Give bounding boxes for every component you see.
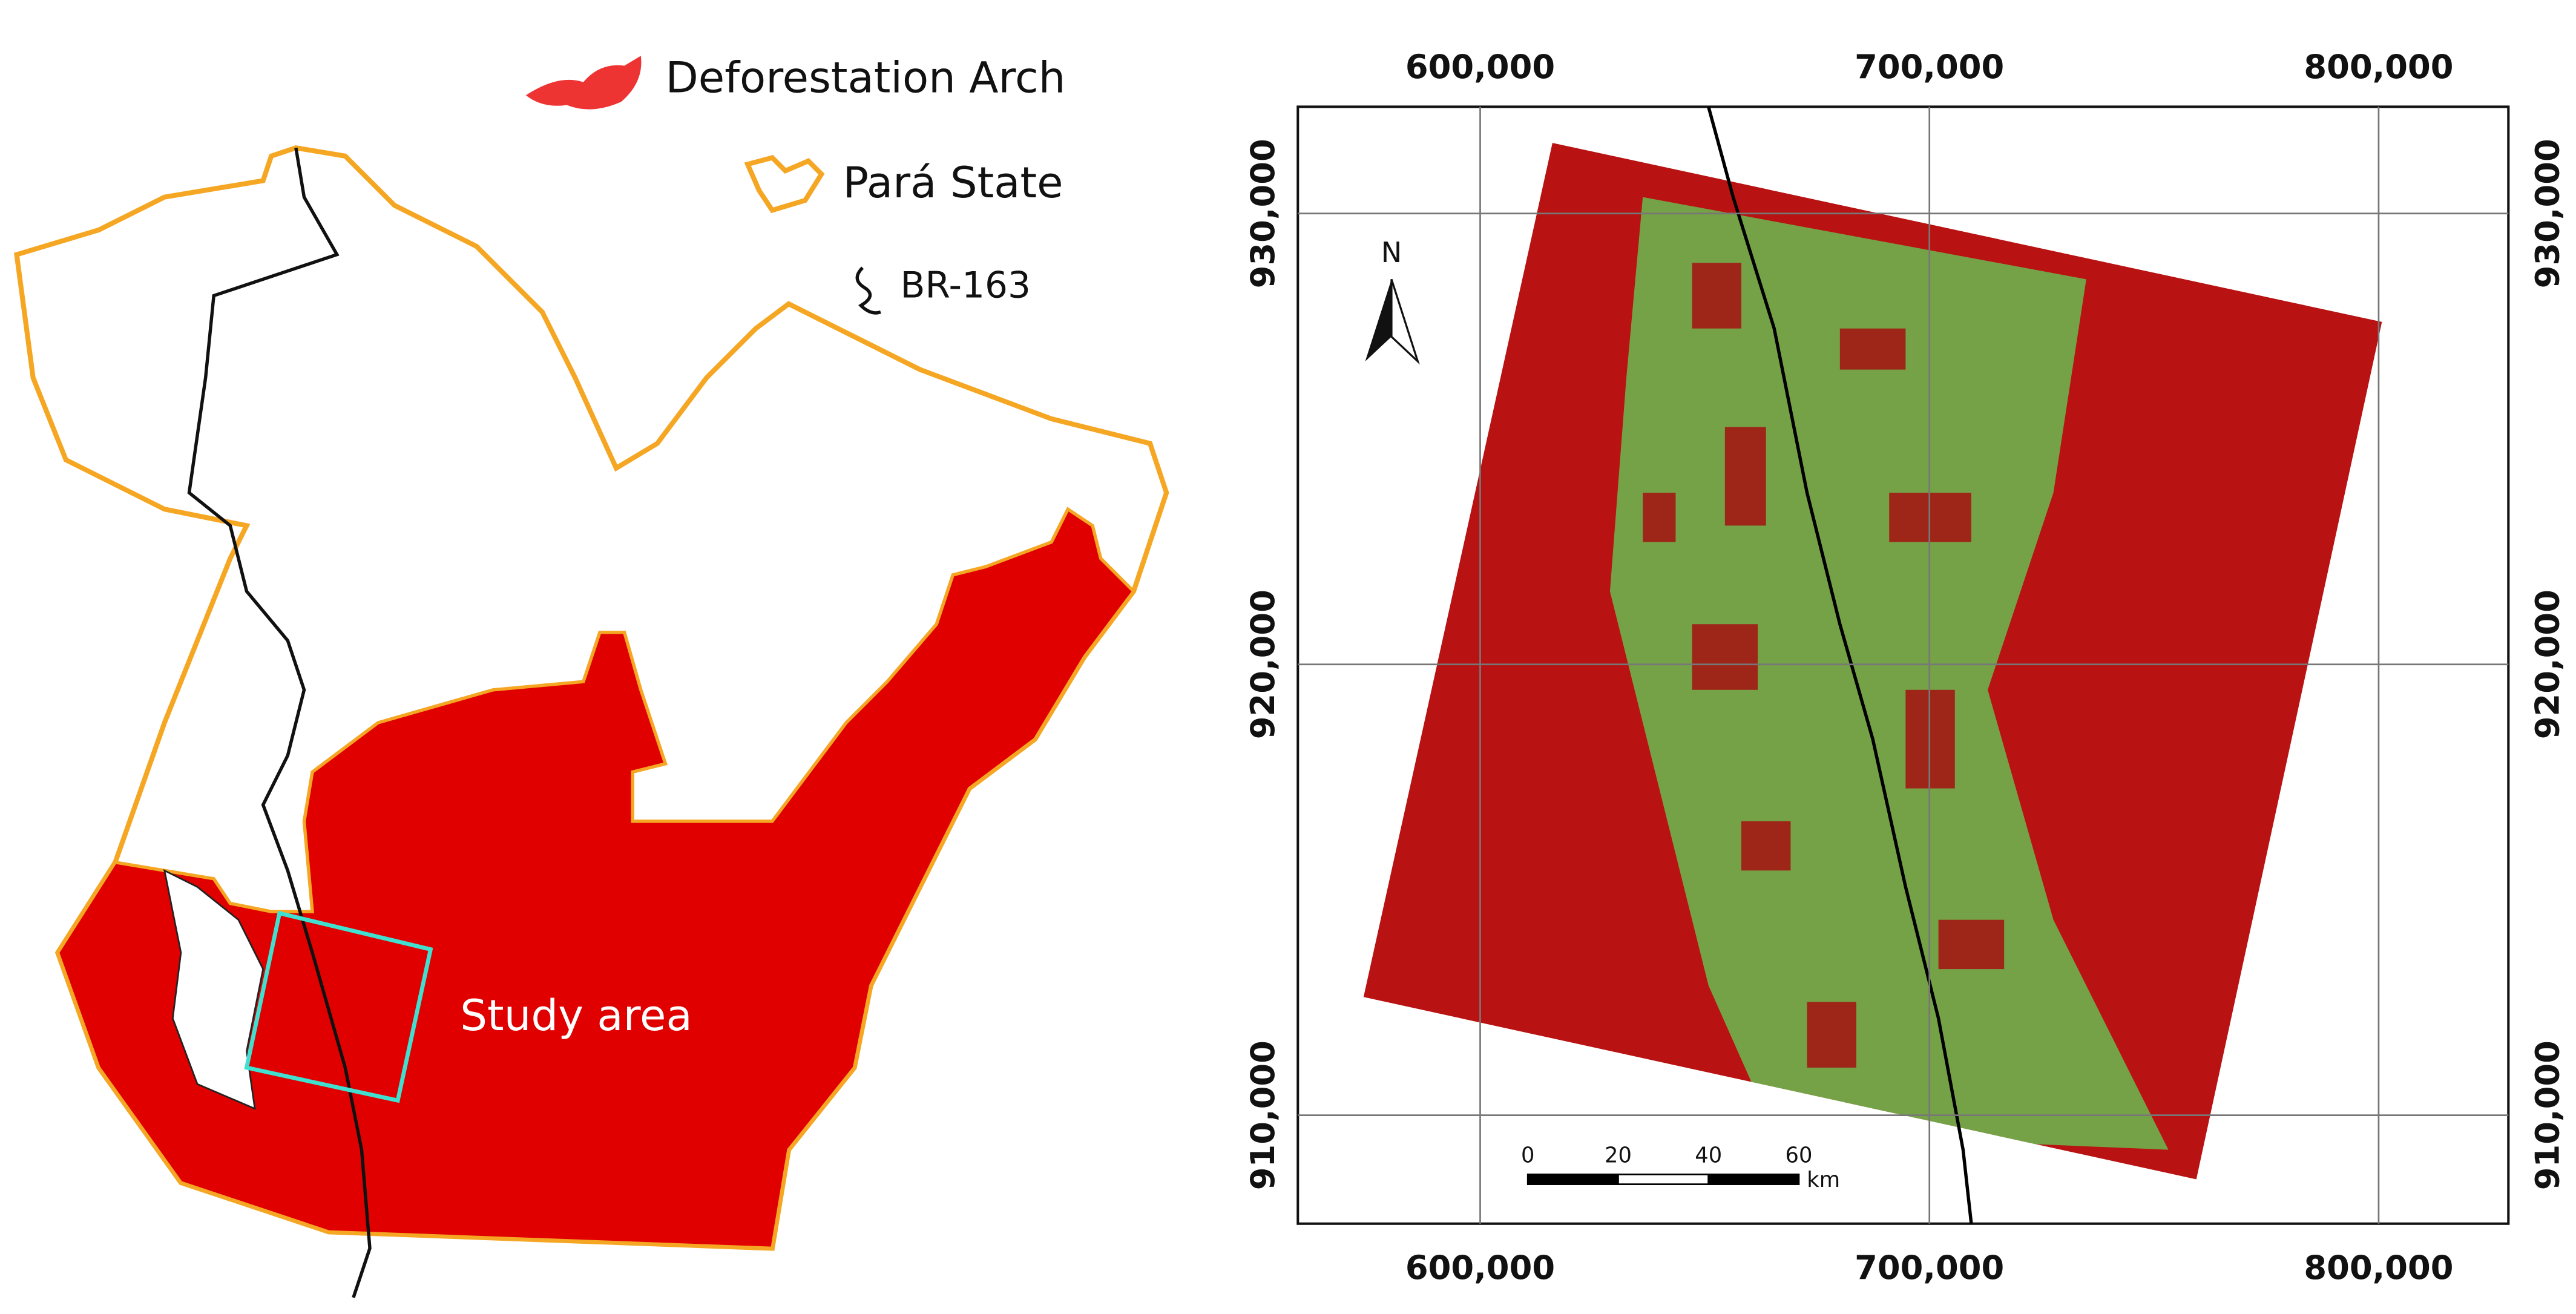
graticule: 600,000 600,000 700,000 700,000 800,000 800,0… xyxy=(1244,48,2566,1287)
y-tick-label: 920,000 xyxy=(1244,590,1282,739)
x-tick-label: 800,000 xyxy=(2304,1249,2453,1287)
north-label: N xyxy=(1381,236,1402,269)
forest-patches xyxy=(1643,263,2005,1068)
notch xyxy=(163,869,264,1110)
right-map: 600,000 600,000 700,000 700,000 800,000 800,0… xyxy=(1244,48,2566,1287)
study-area-box xyxy=(244,910,433,1103)
scale-segment xyxy=(1526,1173,1619,1185)
y-tick-label: 920,000 xyxy=(2528,590,2566,739)
legend-state-icon xyxy=(744,154,825,214)
y-tick-label: 930,000 xyxy=(1244,139,1282,288)
north-arrow: N xyxy=(1365,236,1420,365)
scale-unit: km xyxy=(1807,1168,1840,1192)
br-163 xyxy=(187,147,372,1298)
scale-label: 0 xyxy=(1521,1143,1534,1168)
scale-segment xyxy=(1707,1173,1800,1185)
y-tick-label: 910,000 xyxy=(1244,1040,1282,1190)
x-tick-label: 800,000 xyxy=(2304,48,2453,86)
scale-segment xyxy=(1617,1173,1710,1185)
x-tick-label: 600,000 xyxy=(1405,48,1555,86)
scale-label: 20 xyxy=(1605,1143,1632,1168)
y-tick-label: 910,000 xyxy=(2528,1040,2566,1190)
left-map: Study area Deforestation Arch Pará State… xyxy=(14,53,1169,1298)
scale-label: 40 xyxy=(1695,1143,1722,1168)
legend-arch-icon xyxy=(525,56,642,110)
y-tick-label: 930,000 xyxy=(2528,139,2566,288)
x-tick-label: 700,000 xyxy=(1855,1249,2004,1287)
br-163 xyxy=(1707,106,1973,1224)
legend-label: Pará State xyxy=(843,158,1063,208)
scale-label: 60 xyxy=(1786,1143,1813,1168)
legend-road-icon xyxy=(855,266,881,315)
legend-label: Deforestation Arch xyxy=(665,53,1065,102)
study-area-label: Study area xyxy=(460,991,692,1040)
deforestation-arch xyxy=(56,507,1136,1250)
x-tick-label: 700,000 xyxy=(1855,48,2004,86)
x-tick-label: 600,000 xyxy=(1405,1249,1555,1287)
legend-label: BR-163 xyxy=(901,264,1031,306)
